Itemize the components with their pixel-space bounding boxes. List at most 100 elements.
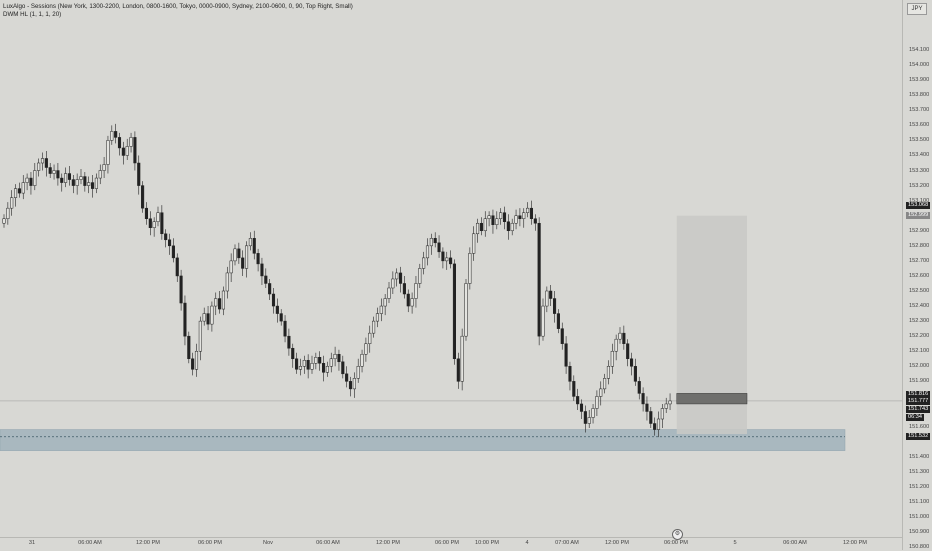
price-tick: 150.900 [909,528,930,535]
candle-body [495,218,499,225]
candle-body [383,298,387,307]
candle-body [191,358,195,370]
candle-body [83,176,87,186]
candle-body [637,381,641,394]
candle-body [656,418,661,430]
candle-body [252,238,256,254]
price-tick: 151.300 [909,468,930,475]
candle-body [64,173,68,183]
price-tick: 152.500 [909,288,930,294]
candle-body [560,328,564,344]
price-label: 153.068 [906,201,931,209]
price-plot[interactable] [0,0,902,537]
candle-body [487,215,491,219]
candle-body [591,408,595,418]
price-tick: 152.800 [909,242,930,249]
candle-body [48,167,52,174]
legend-sessions[interactable]: LuxAlgo - Sessions (New York, 1300-2200,… [3,3,353,10]
candle-body [275,305,279,314]
price-tick: 153.400 [909,152,930,159]
candle-body [649,411,653,424]
price-tick: 152.100 [909,348,930,355]
candle-body [564,343,568,367]
candle-body [144,207,148,219]
candle-body [75,179,79,186]
time-tick: 5 [733,540,737,546]
candle-body [325,366,329,373]
price-tick: 151.400 [909,453,930,460]
candle-body [37,162,41,171]
candle-body [160,212,164,235]
candle-body [418,268,422,284]
candle-body [56,170,60,179]
time-tick: Nov [263,540,273,546]
candle-body [545,290,549,307]
candle-body [372,320,376,334]
position-band [676,393,748,405]
support-zone [0,429,846,451]
candle-body [468,253,472,284]
candle-body [171,245,175,259]
candle-body [264,275,268,284]
candle-body [460,335,464,382]
time-tick: 4 [525,540,529,546]
candle-body [214,298,218,307]
price-tick: 151.900 [909,378,930,385]
candle-body [60,177,64,183]
candle-body [248,238,252,247]
candle-body [206,313,210,325]
candle-body [94,177,98,189]
candle-body [410,298,414,307]
candle-body [202,313,206,322]
price-tick: 153.900 [909,77,930,84]
candle-body [40,158,45,164]
settings-gear-icon[interactable]: ⚙ [672,529,683,540]
price-tick: 153.600 [909,122,930,129]
candle-body [256,253,260,265]
candle-body [572,381,576,397]
candle-body [329,358,333,367]
indicator-legend[interactable]: LuxAlgo - Sessions (New York, 1300-2200,… [3,3,353,19]
price-tick: 154.000 [909,62,930,69]
time-tick: 06:00 AM [783,540,807,546]
candle-body [364,343,368,355]
price-tick: 152.400 [909,303,930,310]
candle-body [391,278,395,289]
candle-body [664,403,668,409]
price-label: 151.532 [906,433,931,441]
price-tick: 151.100 [909,498,930,505]
candle-body [595,396,599,409]
time-axis[interactable] [0,537,902,551]
candle-body [98,170,102,179]
legend-dwm[interactable]: DWM HL (1, 1, 1, 20) [3,11,62,18]
candle-body [452,263,456,360]
candle-body [541,305,545,337]
candle-body [129,137,133,147]
price-tick: 153.700 [909,107,930,114]
price-tick: 152.300 [909,318,930,325]
time-tick: 06:00 PM [435,540,459,546]
candle-body [641,393,645,405]
candle-body [472,233,476,254]
candle-body [537,222,541,337]
price-label: 151.816 [906,390,931,398]
candle-body [395,272,399,280]
candle-body [576,396,580,405]
candle-body [510,222,514,232]
price-axis[interactable] [902,0,932,550]
candle-body [518,215,522,219]
candle-body [291,347,295,360]
currency-badge[interactable]: JPY [907,3,927,15]
candle-body [441,251,445,262]
candle-body [198,320,202,352]
time-tick: 06:00 AM [316,540,340,546]
candle-body [29,177,33,186]
candle-body [433,238,437,244]
candle-body [399,272,403,284]
candle-body [445,257,449,262]
candle-body [298,366,302,370]
time-tick: 06:00 PM [198,540,222,546]
candle-body [287,335,291,349]
candle-body [464,283,468,337]
